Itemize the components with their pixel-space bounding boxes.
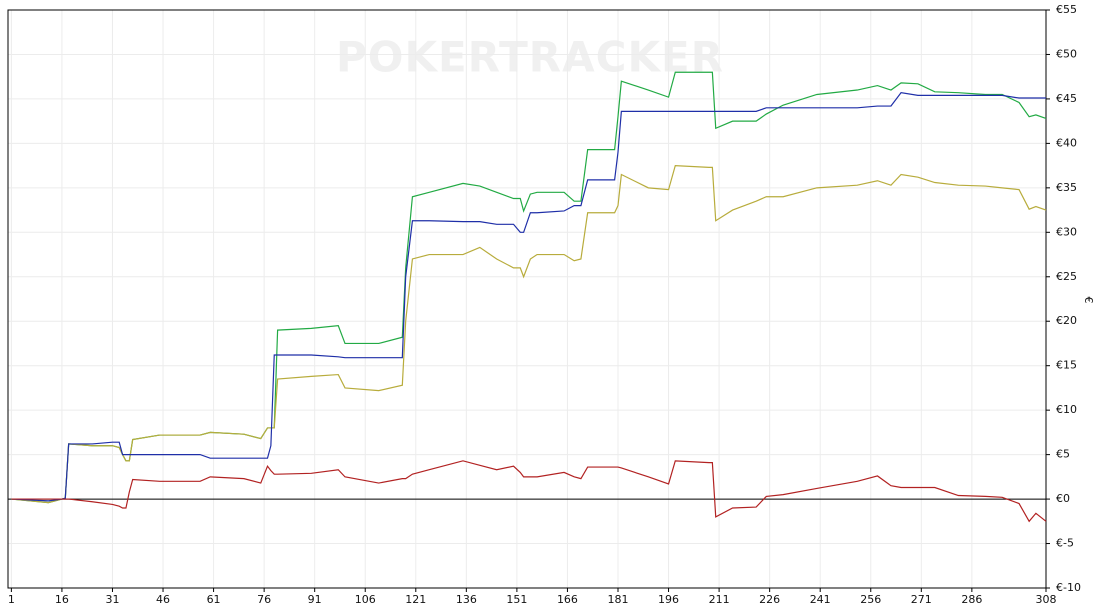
y-tick-label: €55: [1056, 3, 1077, 16]
x-tick-label: 308: [1036, 593, 1057, 606]
x-tick-label: 256: [860, 593, 881, 606]
y-tick-label: €30: [1056, 225, 1077, 238]
y-tick-label: €15: [1056, 359, 1077, 372]
x-tick-label: 31: [105, 593, 119, 606]
x-tick-label: 211: [709, 593, 730, 606]
y-tick-label: €40: [1056, 136, 1077, 149]
series-line: [11, 460, 1047, 523]
y-tick-label: €50: [1056, 47, 1077, 60]
x-tick-label: 91: [308, 593, 322, 606]
y-tick-label: €5: [1056, 448, 1070, 461]
watermark: POKERTRACKER: [336, 33, 724, 82]
series-line: [11, 164, 1047, 504]
x-tick-label: 151: [506, 593, 527, 606]
y-axis-label: €: [1082, 297, 1094, 304]
x-tick-label: 76: [257, 593, 271, 606]
x-tick-label: 61: [207, 593, 221, 606]
x-tick-label: 16: [55, 593, 69, 606]
y-tick-label: €10: [1056, 403, 1077, 416]
y-tick-label: €-10: [1056, 581, 1081, 594]
y-tick-label: €45: [1056, 92, 1077, 105]
y-tick-label: €20: [1056, 314, 1077, 327]
x-tick-label: 166: [557, 593, 578, 606]
x-tick-label: 226: [759, 593, 780, 606]
x-tick-label: 241: [810, 593, 831, 606]
series-line: [11, 92, 1046, 502]
x-tick-label: 1: [8, 593, 15, 606]
x-tick-label: 181: [607, 593, 628, 606]
x-tick-label: 136: [456, 593, 477, 606]
x-tick-label: 106: [355, 593, 376, 606]
y-tick-label: €0: [1056, 492, 1070, 505]
x-tick-label: 196: [658, 593, 679, 606]
y-tick-label: €-5: [1056, 537, 1074, 550]
x-tick-label: 46: [156, 593, 170, 606]
plot-frame: [7, 9, 1047, 589]
y-tick-label: €35: [1056, 181, 1077, 194]
x-tick-label: 121: [405, 593, 426, 606]
y-tick-label: €25: [1056, 270, 1077, 283]
x-tick-label: 271: [911, 593, 932, 606]
x-tick-label: 286: [961, 593, 982, 606]
